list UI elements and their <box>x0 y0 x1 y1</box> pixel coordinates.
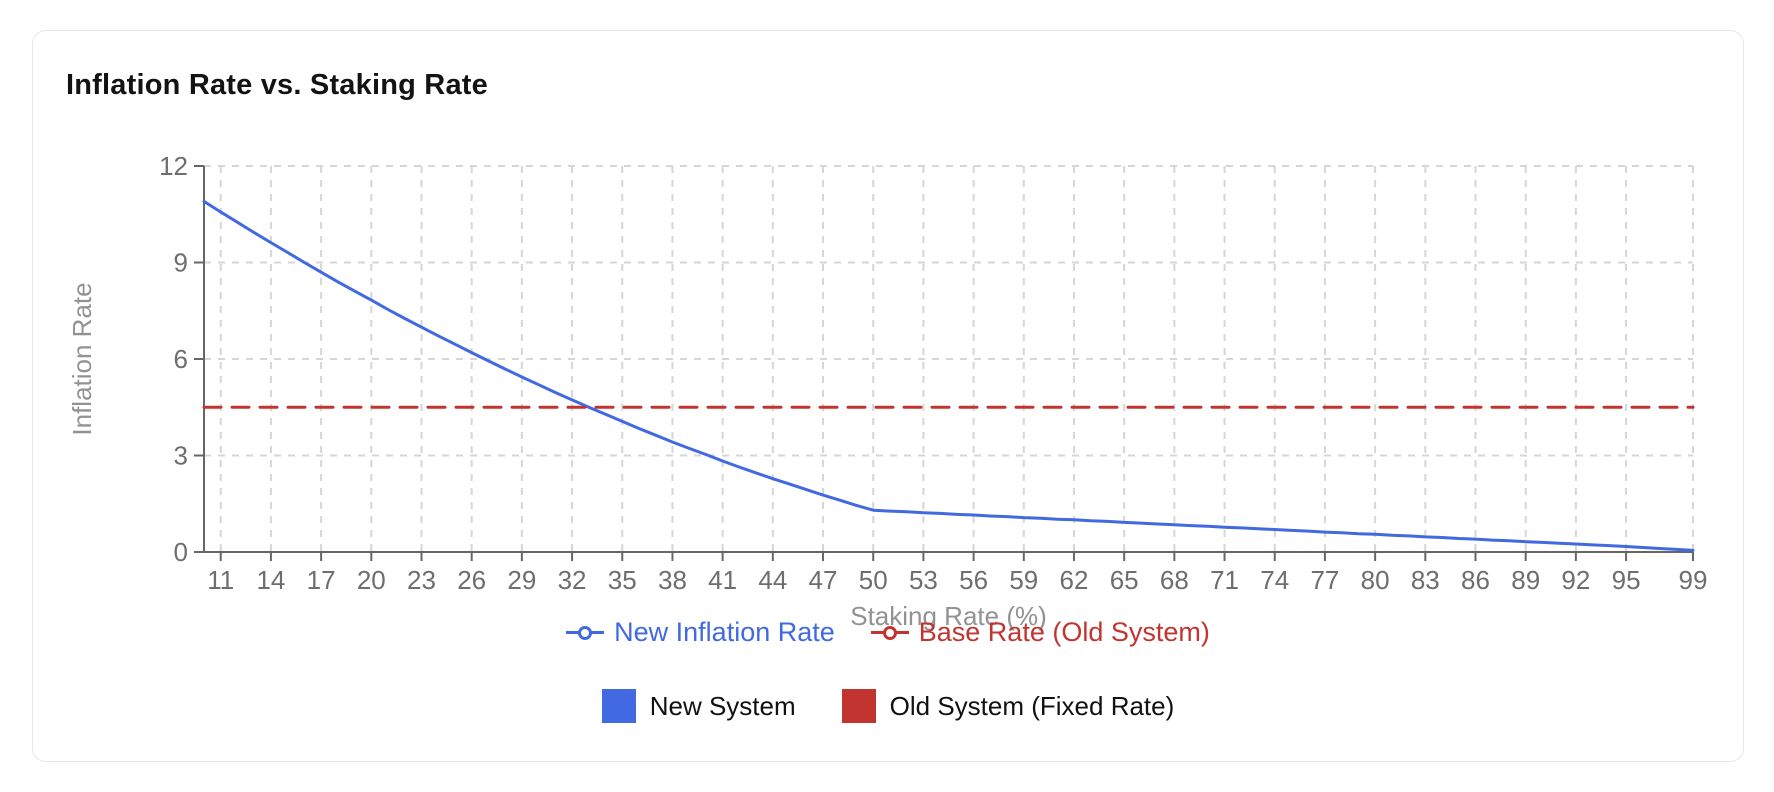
x-tick-label: 95 <box>1612 565 1641 595</box>
x-tick-label: 14 <box>256 565 285 595</box>
system-legend-item-old-system-fixed-rate-: Old System (Fixed Rate) <box>841 689 1175 723</box>
legend-item-new-inflation-rate[interactable]: New Inflation Rate <box>566 617 835 648</box>
x-tick-label: 26 <box>457 565 486 595</box>
x-tick-label: 47 <box>809 565 838 595</box>
x-tick-label: 80 <box>1361 565 1390 595</box>
y-tick-label: 0 <box>174 537 188 567</box>
x-tick-label: 17 <box>307 565 336 595</box>
x-tick-label: 20 <box>357 565 386 595</box>
system-legend-label: Old System (Fixed Rate) <box>889 690 1175 721</box>
chart-title: Inflation Rate vs. Staking Rate <box>66 69 488 101</box>
series-legend: New Inflation Rate Base Rate (Old System) <box>33 617 1743 648</box>
color-swatch-icon <box>601 689 636 723</box>
x-tick-label: 77 <box>1310 565 1339 595</box>
line-point-marker-icon <box>566 625 605 641</box>
x-tick-label: 68 <box>1160 565 1189 595</box>
x-tick-label: 99 <box>1679 565 1708 595</box>
chart-card: Inflation Rate vs. Staking Rate 11 14 17 20… <box>32 30 1744 762</box>
x-tick-label: 38 <box>658 565 687 595</box>
y-axis-title: Inflation Rate <box>67 282 97 435</box>
x-tick-label: 23 <box>407 565 436 595</box>
x-tick-label: 53 <box>909 565 938 595</box>
x-tick-label: 56 <box>959 565 988 595</box>
x-tick-label: 32 <box>558 565 587 595</box>
y-tick-label: 12 <box>159 151 188 181</box>
x-tick-label: 74 <box>1260 565 1289 595</box>
x-tick-label: 41 <box>708 565 737 595</box>
system-legend: New System Old System (Fixed Rate) <box>33 689 1743 723</box>
x-tick-label: 50 <box>859 565 888 595</box>
x-tick-label: 59 <box>1009 565 1038 595</box>
y-tick-label: 3 <box>174 441 188 471</box>
system-legend-label: New System <box>649 690 796 721</box>
x-tick-label: 71 <box>1210 565 1239 595</box>
line-chart-canvas: 11 14 17 20 23 26 29 32 35 38 41 44 47 50 53 56 59 62 65 68… <box>67 151 1708 631</box>
x-tick-label: 83 <box>1411 565 1440 595</box>
system-legend-item-new-system: New System <box>601 689 796 723</box>
series-line-new-inflation-rate <box>202 199 1695 552</box>
y-tick-label: 9 <box>174 248 188 278</box>
legend-item-base-rate-old-system-[interactable]: Base Rate (Old System) <box>870 617 1210 648</box>
x-tick-label: 44 <box>758 565 787 595</box>
x-tick-label: 65 <box>1110 565 1139 595</box>
legend-label: Base Rate (Old System) <box>918 617 1210 647</box>
line-point-marker-icon <box>870 625 909 641</box>
x-tick-label: 29 <box>507 565 536 595</box>
x-tick-label: 86 <box>1461 565 1490 595</box>
x-tick-label: 35 <box>608 565 637 595</box>
x-tick-label: 11 <box>207 565 234 595</box>
x-tick-label: 62 <box>1060 565 1089 595</box>
y-tick-label: 6 <box>174 344 188 374</box>
color-swatch-icon <box>841 689 876 723</box>
x-tick-label: 89 <box>1511 565 1540 595</box>
legend-label: New Inflation Rate <box>614 617 835 647</box>
x-tick-label: 92 <box>1561 565 1590 595</box>
